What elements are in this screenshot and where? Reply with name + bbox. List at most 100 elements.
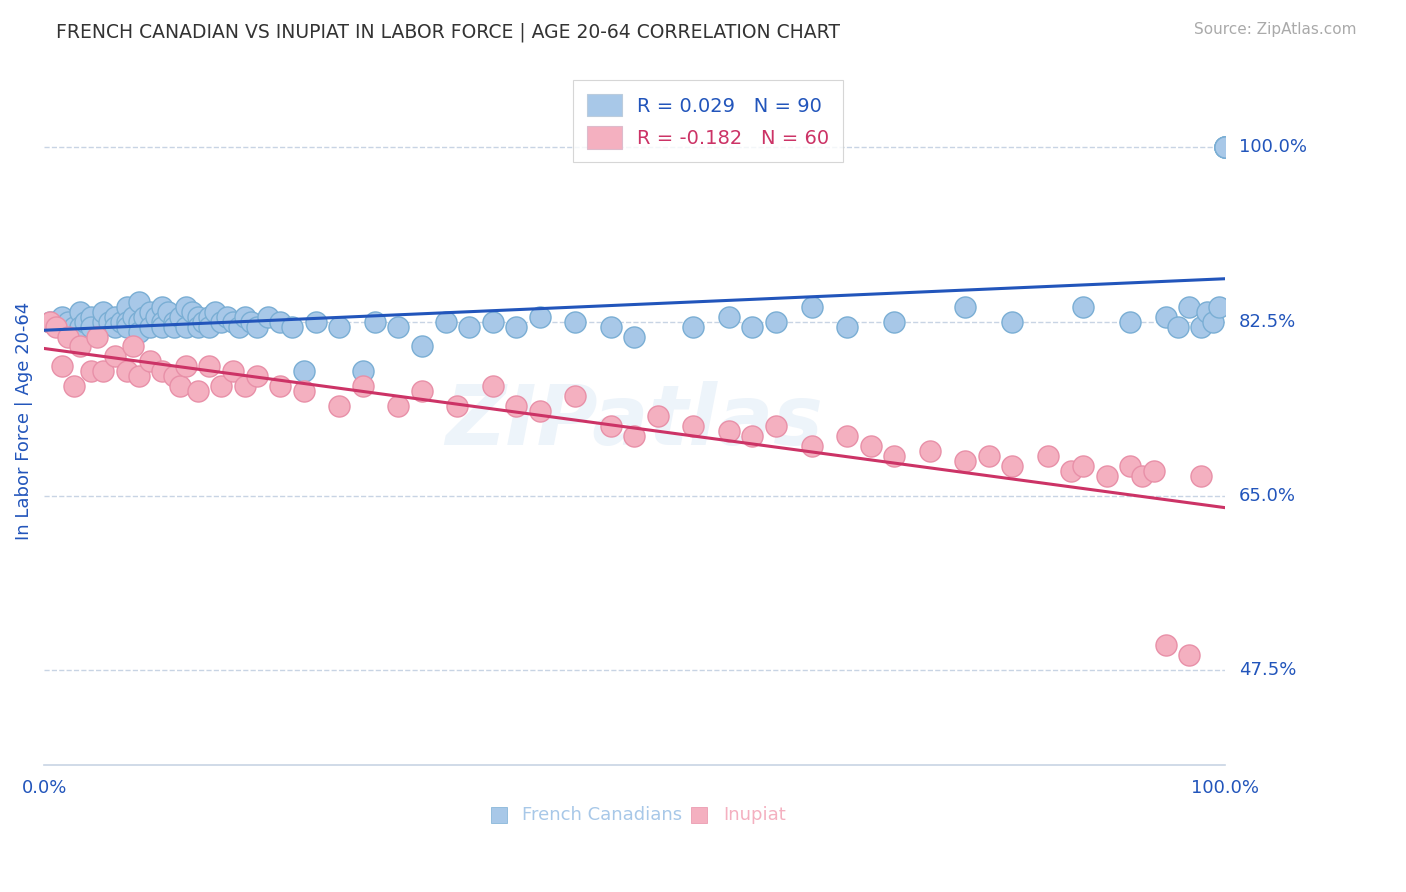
Point [1189, 469, 1212, 483]
Point [198, 319, 221, 334]
Point [217, 310, 239, 324]
Point [1213, 140, 1236, 154]
Point [835, 429, 858, 443]
Point [800, 439, 823, 453]
Point [115, 319, 138, 334]
Point [1202, 315, 1225, 329]
Point [505, 399, 527, 413]
Point [204, 304, 226, 318]
Point [121, 339, 143, 353]
Point [128, 315, 150, 329]
Point [1036, 449, 1059, 463]
Point [174, 319, 197, 334]
Point [1213, 140, 1236, 154]
Point [239, 315, 262, 329]
Point [623, 329, 645, 343]
Point [80, 319, 103, 334]
Point [104, 350, 127, 364]
Text: 100.0%: 100.0% [1239, 138, 1306, 156]
Point [599, 319, 621, 334]
Point [883, 449, 905, 463]
Point [1154, 639, 1177, 653]
Point [1001, 315, 1024, 329]
Point [56, 315, 79, 329]
Point [128, 325, 150, 339]
Point [169, 379, 191, 393]
Point [246, 319, 269, 334]
Point [953, 454, 976, 468]
Point [446, 399, 468, 413]
Point [328, 319, 350, 334]
Point [193, 315, 215, 329]
Point [387, 399, 409, 413]
Point [180, 304, 202, 318]
Point [233, 310, 256, 324]
Point [139, 304, 162, 318]
Text: ZIPatlas: ZIPatlas [446, 381, 824, 462]
Point [98, 315, 121, 329]
Point [163, 315, 186, 329]
Point [110, 315, 132, 329]
Text: Source: ZipAtlas.com: Source: ZipAtlas.com [1194, 22, 1357, 37]
Point [623, 429, 645, 443]
Point [1178, 648, 1201, 663]
Point [859, 439, 882, 453]
Point [741, 429, 763, 443]
Point [765, 315, 787, 329]
Text: 47.5%: 47.5% [1239, 661, 1296, 680]
Point [104, 319, 127, 334]
Point [741, 319, 763, 334]
Point [187, 310, 209, 324]
Point [257, 310, 280, 324]
Point [564, 315, 586, 329]
Point [51, 359, 73, 374]
Legend: R = 0.029   N = 90, R = -0.182   N = 60: R = 0.029 N = 90, R = -0.182 N = 60 [574, 80, 844, 162]
Point [458, 319, 481, 334]
Point [209, 315, 232, 329]
Point [150, 315, 173, 329]
Point [1071, 300, 1094, 314]
Point [387, 319, 409, 334]
Point [481, 379, 503, 393]
Point [222, 315, 245, 329]
Point [1095, 469, 1118, 483]
Point [717, 424, 740, 438]
Point [91, 364, 114, 378]
Point [599, 419, 621, 434]
Point [1213, 140, 1236, 154]
Point [529, 404, 551, 418]
Point [139, 354, 162, 368]
Point [233, 379, 256, 393]
Point [115, 364, 138, 378]
Point [1071, 459, 1094, 474]
Point [1119, 315, 1142, 329]
Text: French Canadians: French Canadians [522, 805, 682, 823]
Point [481, 315, 503, 329]
Point [62, 379, 84, 393]
Text: FRENCH CANADIAN VS INUPIAT IN LABOR FORCE | AGE 20-64 CORRELATION CHART: FRENCH CANADIAN VS INUPIAT IN LABOR FORC… [56, 22, 841, 42]
Point [69, 339, 91, 353]
Point [86, 329, 108, 343]
Point [174, 359, 197, 374]
Point [977, 449, 1000, 463]
Point [163, 319, 186, 334]
Point [1143, 464, 1166, 478]
Point [1195, 304, 1218, 318]
Point [45, 315, 67, 329]
Text: 65.0%: 65.0% [1239, 487, 1296, 505]
Point [1178, 300, 1201, 314]
Point [187, 319, 209, 334]
Point [91, 315, 114, 329]
Point [222, 364, 245, 378]
Point [505, 319, 527, 334]
Point [328, 399, 350, 413]
Point [717, 310, 740, 324]
Point [953, 300, 976, 314]
Point [39, 315, 62, 329]
Point [209, 379, 232, 393]
Point [800, 300, 823, 314]
Y-axis label: In Labor Force | Age 20-64: In Labor Force | Age 20-64 [15, 302, 32, 541]
Point [292, 364, 315, 378]
Point [434, 315, 457, 329]
Point [174, 300, 197, 314]
